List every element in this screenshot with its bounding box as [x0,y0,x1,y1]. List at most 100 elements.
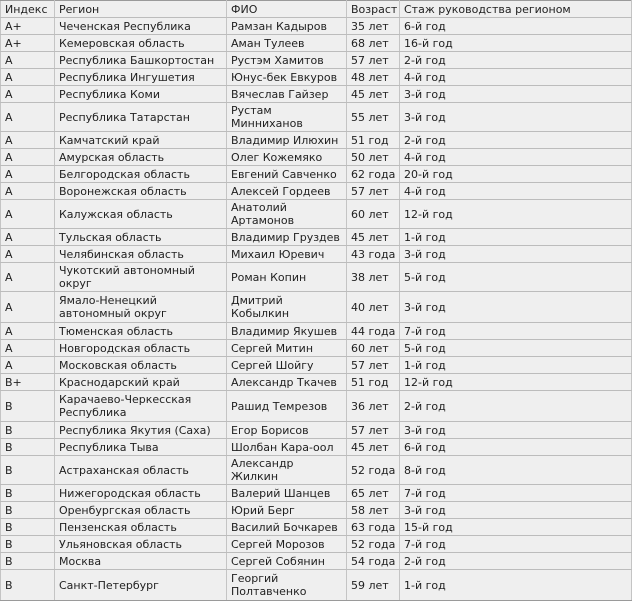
cell-name: Дмитрий Кобылкин [226,291,347,323]
cell-index: A [0,356,55,374]
cell-index: A [0,182,55,200]
cell-age: 36 лет [346,390,400,422]
table-header-row: Индекс Регион ФИО Возраст Стаж руководст… [0,0,632,18]
cell-index: A [0,165,55,183]
cell-index: A [0,68,55,86]
cell-name: Вячеслав Гайзер [226,85,347,103]
cell-tenure: 16-й год [399,34,632,52]
table-row: A Республика Башкортостан Рустэм Хамитов 57… [0,51,632,69]
cell-tenure: 1-й год [399,356,632,374]
cell-index: A [0,102,55,132]
cell-age: 65 лет [346,484,400,502]
cell-index: B [0,569,55,601]
cell-tenure: 15-й год [399,518,632,536]
cell-age: 51 год [346,131,400,149]
cell-name: Георгий Полтавченко [226,569,347,601]
cell-tenure: 12-й год [399,373,632,391]
cell-tenure: 3-й год [399,501,632,519]
cell-index: B [0,535,55,553]
table-row: B Москва Сергей Собянин 54 года 2-й год [0,552,632,570]
cell-age: 57 лет [346,182,400,200]
cell-region: Челябинская область [54,245,227,263]
cell-tenure: 5-й год [399,262,632,292]
cell-name: Александр Ткачев [226,373,347,391]
cell-tenure: 1-й год [399,228,632,246]
cell-age: 62 года [346,165,400,183]
table-row: B Астраханская область Александр Жилкин 52 … [0,455,632,485]
cell-tenure: 4-й год [399,182,632,200]
cell-tenure: 4-й год [399,68,632,86]
cell-index: B [0,484,55,502]
cell-age: 35 лет [346,17,400,35]
table-row: A Белгородская область Евгений Савченко 62 … [0,165,632,183]
column-header-index: Индекс [0,0,55,18]
cell-tenure: 20-й год [399,165,632,183]
table-row: B Санкт-Петербург Георгий Полтавченко 59 ле… [0,569,632,601]
cell-region: Оренбургская область [54,501,227,519]
cell-name: Роман Копин [226,262,347,292]
cell-age: 45 лет [346,438,400,456]
cell-tenure: 7-й год [399,535,632,553]
cell-index: A [0,131,55,149]
cell-index: A [0,322,55,340]
cell-region: Новгородская область [54,339,227,357]
cell-region: Калужская область [54,199,227,229]
column-header-region: Регион [54,0,227,18]
cell-name: Валерий Шанцев [226,484,347,502]
cell-age: 59 лет [346,569,400,601]
cell-region: Республика Коми [54,85,227,103]
cell-region: Чукотский автономный округ [54,262,227,292]
cell-name: Сергей Шойгу [226,356,347,374]
cell-index: A [0,245,55,263]
cell-age: 57 лет [346,51,400,69]
cell-tenure: 2-й год [399,390,632,422]
table-row: A Республика Коми Вячеслав Гайзер 45 лет 3-й… [0,85,632,103]
cell-tenure: 2-й год [399,51,632,69]
cell-name: Егор Борисов [226,421,347,439]
cell-index: A [0,199,55,229]
cell-region: Республика Якутия (Саха) [54,421,227,439]
cell-age: 68 лет [346,34,400,52]
cell-name: Анатолий Артамонов [226,199,347,229]
table-row: A Тюменская область Владимир Якушев 44 года… [0,322,632,340]
cell-age: 43 года [346,245,400,263]
cell-index: A+ [0,17,55,35]
cell-region: Республика Тыва [54,438,227,456]
cell-name: Рамзан Кадыров [226,17,347,35]
cell-tenure: 5-й год [399,339,632,357]
cell-name: Аман Тулеев [226,34,347,52]
cell-tenure: 3-й год [399,102,632,132]
cell-region: Воронежская область [54,182,227,200]
cell-index: A [0,262,55,292]
cell-region: Камчатский край [54,131,227,149]
cell-age: 50 лет [346,148,400,166]
table-row: A Новгородская область Сергей Митин 60 лет 5… [0,339,632,357]
table-row: A Амурская область Олег Кожемяко 50 лет 4-й … [0,148,632,166]
cell-name: Василий Бочкарев [226,518,347,536]
cell-region: Амурская область [54,148,227,166]
cell-region: Республика Татарстан [54,102,227,132]
cell-index: B [0,421,55,439]
table-row: A Республика Татарстан Рустам Минниханов 55… [0,102,632,132]
cell-age: 38 лет [346,262,400,292]
cell-tenure: 3-й год [399,245,632,263]
table-row: A Республика Ингушетия Юнус-бек Евкуров 48 … [0,68,632,86]
cell-region: Астраханская область [54,455,227,485]
table-row: A+ Кемеровская область Аман Тулеев 68 лет 16… [0,34,632,52]
cell-name: Рашид Темрезов [226,390,347,422]
column-header-age: Возраст [346,0,400,18]
cell-tenure: 12-й год [399,199,632,229]
cell-tenure: 4-й год [399,148,632,166]
table-row: A Чукотский автономный округ Роман Копин 38… [0,262,632,292]
cell-age: 44 года [346,322,400,340]
cell-name: Владимир Якушев [226,322,347,340]
cell-region: Ульяновская область [54,535,227,553]
cell-region: Московская область [54,356,227,374]
cell-name: Владимир Груздев [226,228,347,246]
cell-region: Карачаево-Черкесская Республика [54,390,227,422]
table-header: Индекс Регион ФИО Возраст Стаж руководст… [0,0,632,18]
cell-region: Белгородская область [54,165,227,183]
cell-name: Евгений Савченко [226,165,347,183]
cell-tenure: 3-й год [399,85,632,103]
